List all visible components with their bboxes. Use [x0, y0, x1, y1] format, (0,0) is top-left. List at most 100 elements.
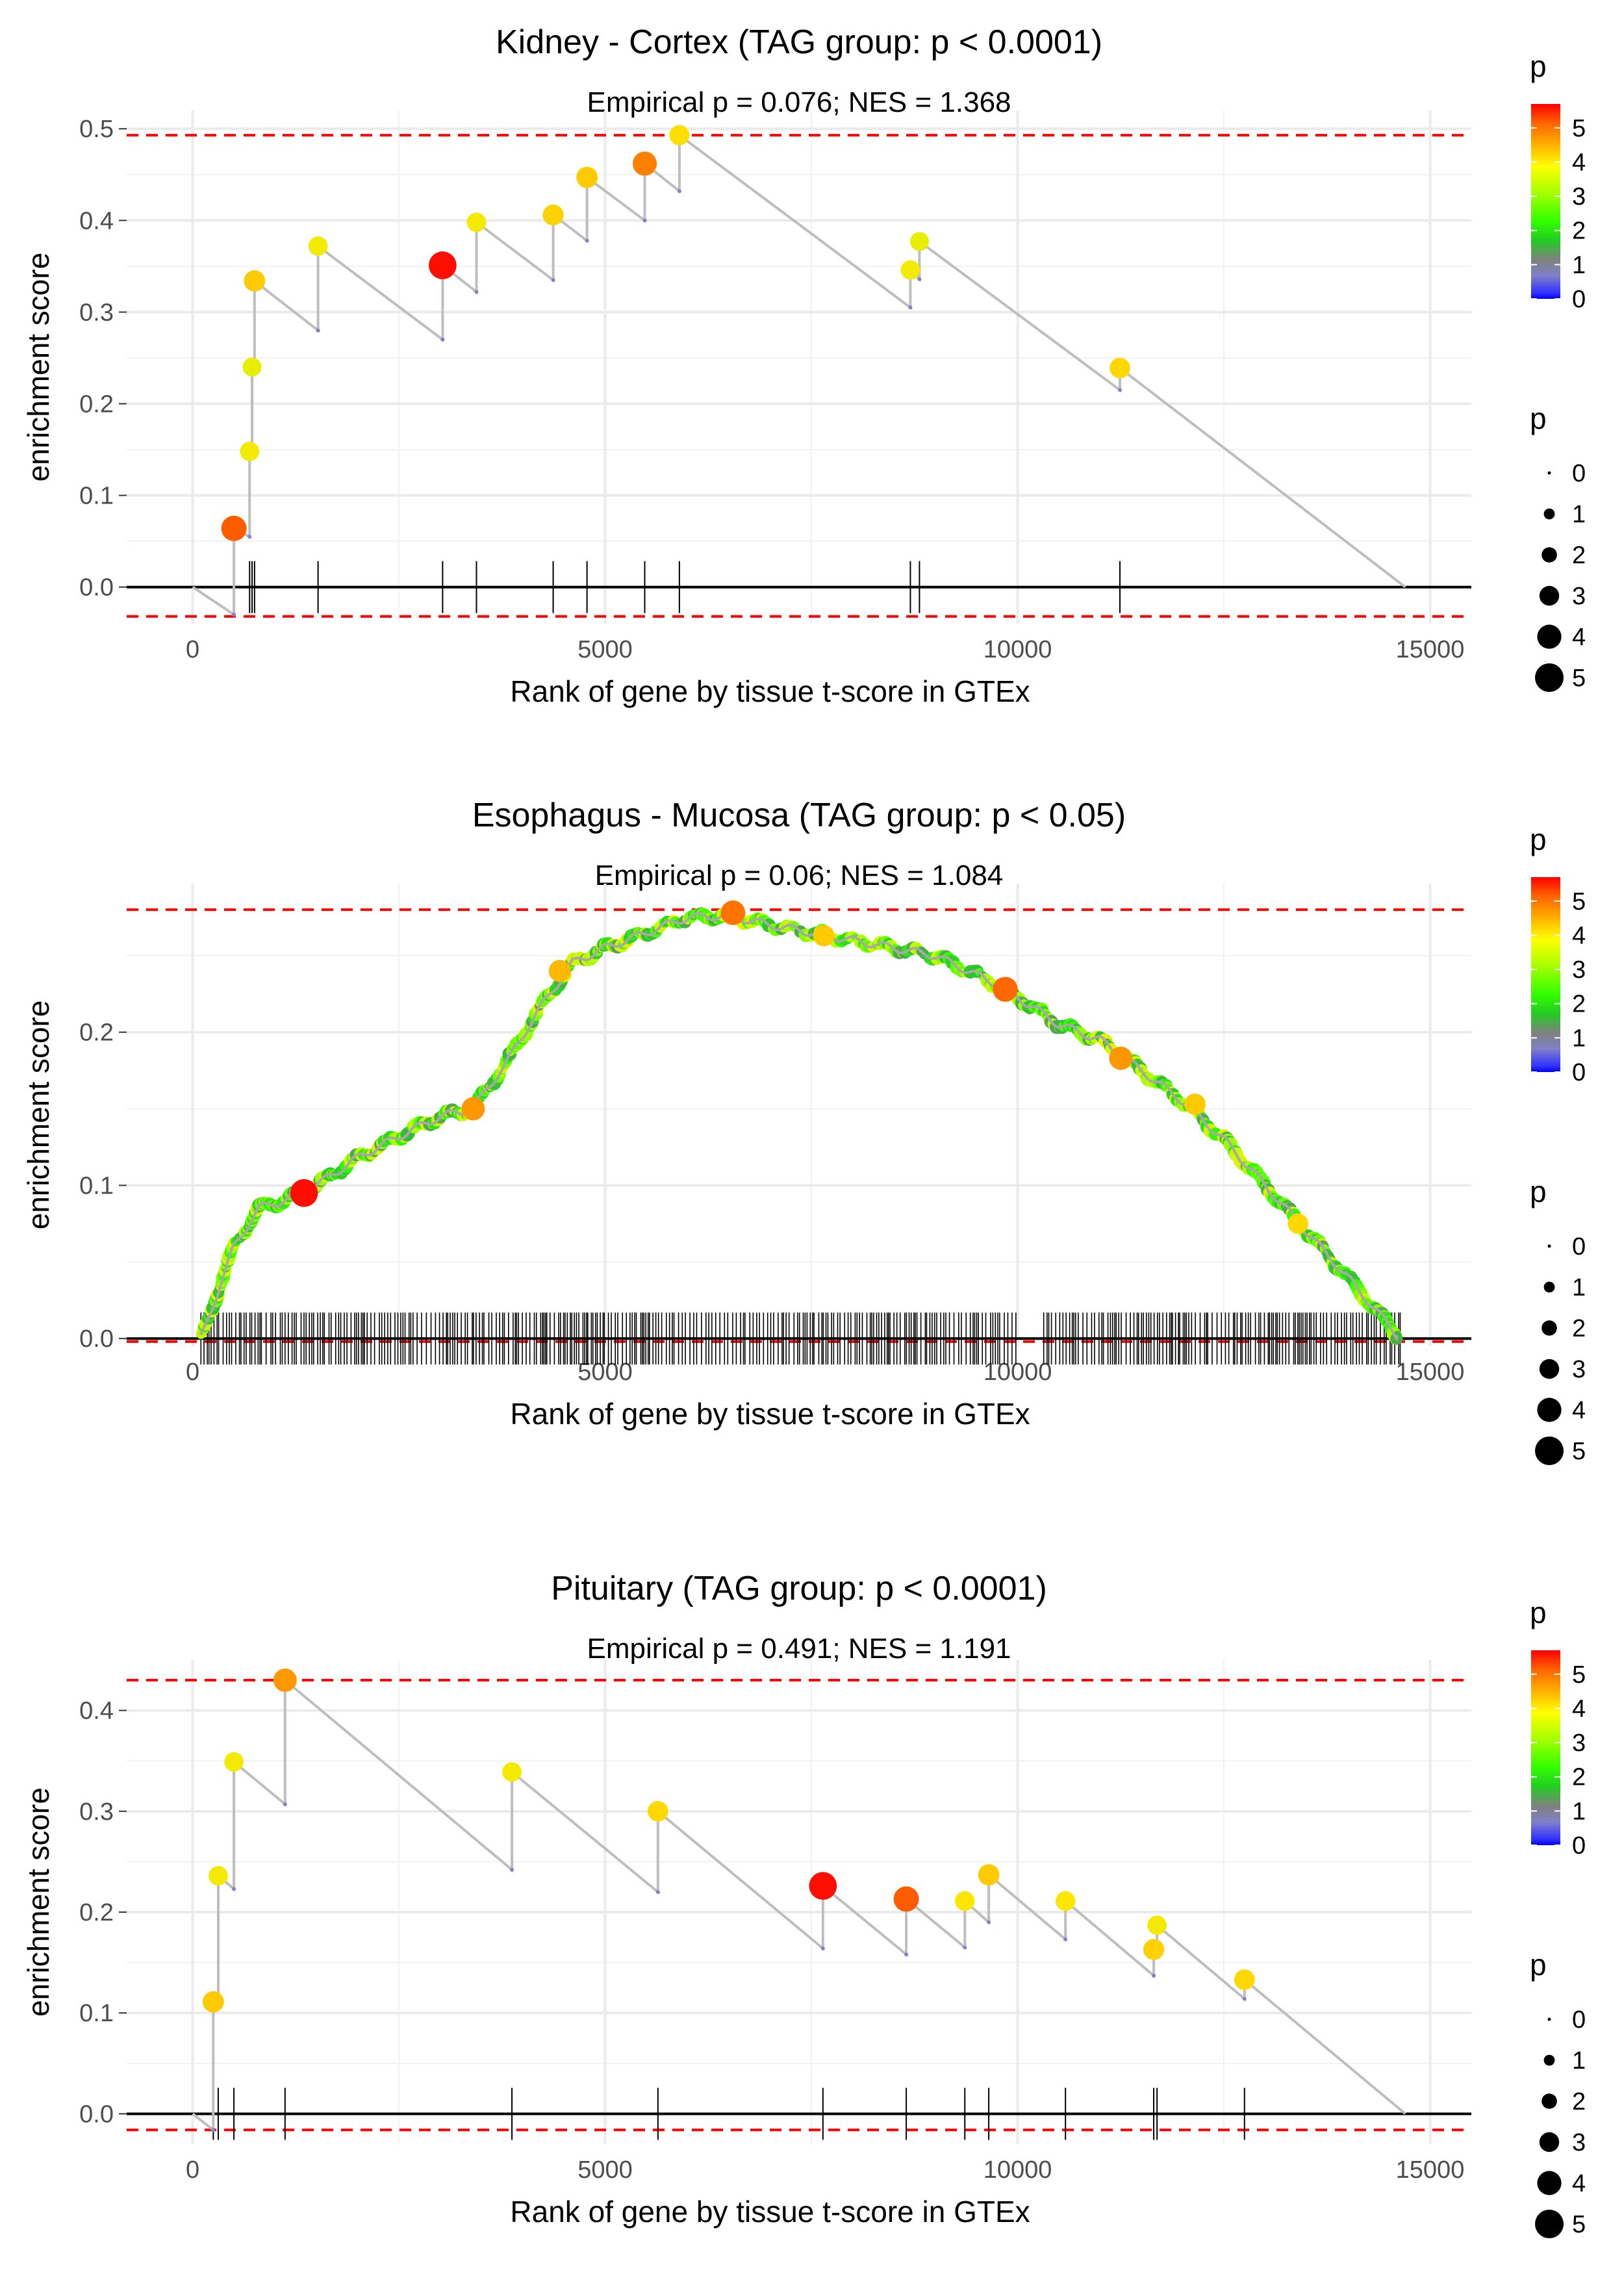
- size-legend-key: [1542, 1320, 1557, 1336]
- gene-point: [632, 151, 657, 176]
- gene-point: [576, 166, 598, 188]
- y-tick-label: 0.0: [79, 1325, 114, 1353]
- gene-point: [273, 1668, 297, 1692]
- color-legend-label: 3: [1572, 1730, 1586, 1757]
- color-legend-label: 5: [1572, 115, 1586, 142]
- y-tick-label: 0.4: [79, 207, 114, 235]
- gene-point: [978, 1864, 1000, 1885]
- es-trough-point: [1118, 388, 1123, 392]
- x-tick-label: 15000: [1396, 2156, 1465, 2184]
- color-legend: p 0 1 2 3 4 5: [1530, 49, 1586, 313]
- color-legend-label: 2: [1572, 991, 1586, 1018]
- gene-point: [466, 212, 487, 232]
- gene-point: [813, 925, 835, 947]
- color-legend-label: 3: [1572, 956, 1586, 984]
- y-tick-label: 0.1: [79, 2000, 114, 2027]
- x-tick-label: 5000: [577, 636, 633, 663]
- gene-point: [548, 960, 571, 982]
- gene-point-cloud: [196, 906, 1403, 1345]
- gene-point: [993, 977, 1018, 1002]
- gene-point: [209, 1866, 228, 1885]
- size-legend-title: p: [1530, 1948, 1547, 1982]
- size-legend-title: p: [1530, 1175, 1547, 1208]
- color-legend-label: 4: [1572, 149, 1586, 176]
- x-axis-label: Rank of gene by tissue t-score in GTEx: [510, 2195, 1030, 2229]
- color-legend-title: p: [1530, 1596, 1547, 1629]
- x-tick-label: 15000: [1396, 1359, 1465, 1386]
- gene-point: [720, 900, 746, 925]
- gene-point: [1234, 1969, 1255, 1990]
- es-trough-point: [283, 1802, 287, 1806]
- size-legend-key: [1535, 2210, 1564, 2238]
- y-tick-label: 0.0: [79, 574, 114, 602]
- size-legend-label: 2: [1572, 1315, 1586, 1342]
- y-tick-label: 0.1: [79, 1172, 114, 1199]
- es-line: [199, 910, 1399, 1342]
- gridlines: [127, 1660, 1471, 2144]
- x-tick-label: 10000: [983, 1359, 1052, 1386]
- color-legend-title: p: [1530, 49, 1547, 83]
- es-trough-point: [655, 1889, 660, 1894]
- es-trough-point: [642, 218, 647, 223]
- size-legend-label: 3: [1572, 583, 1586, 610]
- color-legend-label: 4: [1572, 922, 1586, 949]
- gene-point: [308, 236, 328, 256]
- panel-subtitle: Empirical p = 0.076; NES = 1.368: [587, 86, 1011, 118]
- size-legend-key: [1537, 1398, 1562, 1422]
- size-legend-key: [1539, 2132, 1560, 2153]
- es-trough-point: [247, 534, 252, 539]
- x-axis-label: Rank of gene by tissue t-score in GTEx: [510, 674, 1030, 708]
- size-legend: p0 1 2 3 4 5: [1530, 1175, 1586, 1465]
- es-trough-point: [551, 277, 555, 282]
- gene-point: [1143, 1939, 1165, 1960]
- y-tick-label: 0.2: [79, 1899, 114, 1926]
- gridlines: [127, 884, 1471, 1346]
- size-legend-label: 4: [1572, 2170, 1586, 2197]
- size-legend-label: 5: [1572, 665, 1586, 692]
- es-trough-point: [904, 1952, 909, 1957]
- gene-point: [1147, 1915, 1167, 1935]
- panel-title: Pituitary (TAG group: p < 0.0001): [551, 1570, 1047, 1607]
- es-trough-point: [1063, 1937, 1068, 1941]
- size-legend-key: [1535, 663, 1564, 692]
- es-trough-point: [917, 277, 922, 281]
- y-tick-label: 0.2: [79, 390, 114, 418]
- size-legend-label: 0: [1572, 2006, 1586, 2034]
- es-trough-point: [440, 337, 445, 342]
- color-legend-label: 2: [1572, 218, 1586, 245]
- gene-point: [240, 441, 260, 461]
- size-legend-key: [1539, 585, 1560, 606]
- size-legend-label: 4: [1572, 1397, 1586, 1424]
- y-tick-label: 0.3: [79, 299, 114, 326]
- x-tick-label: 10000: [983, 2156, 1052, 2184]
- y-tick-label: 0.2: [79, 1019, 114, 1047]
- gene-point: [955, 1891, 975, 1911]
- x-tick-label: 0: [186, 636, 199, 663]
- x-tick-label: 0: [186, 1359, 199, 1386]
- y-tick-label: 0.3: [79, 1798, 114, 1826]
- gene-point: [242, 357, 262, 377]
- size-legend-key: [1542, 2093, 1557, 2109]
- x-tick-label: 15000: [1396, 636, 1465, 663]
- size-legend-title: p: [1530, 402, 1547, 435]
- size-legend-key: [1543, 508, 1555, 520]
- y-axis-label: enrichment score: [21, 1001, 55, 1230]
- color-legend-label: 4: [1572, 1695, 1586, 1722]
- size-legend-key: [1543, 2054, 1555, 2066]
- color-bar: [1531, 104, 1560, 299]
- es-trough-point: [677, 189, 681, 194]
- size-legend-label: 1: [1572, 2047, 1586, 2075]
- size-legend-key: [1547, 2017, 1551, 2021]
- gene-point: [1056, 1891, 1076, 1911]
- size-legend-label: 0: [1572, 460, 1586, 487]
- size-legend-key: [1537, 2171, 1562, 2195]
- es-trough-point: [510, 1867, 514, 1872]
- size-legend: p0 1 2 3 4 5: [1530, 1948, 1586, 2238]
- size-legend-label: 1: [1572, 501, 1586, 528]
- x-tick-label: 5000: [577, 1359, 633, 1386]
- color-legend-label: 0: [1572, 286, 1586, 313]
- y-tick-label: 0.5: [79, 116, 114, 143]
- color-legend: p 0 1 2 3 4 5: [1530, 823, 1586, 1086]
- color-legend-label: 1: [1572, 251, 1586, 279]
- gene-point: [221, 515, 247, 541]
